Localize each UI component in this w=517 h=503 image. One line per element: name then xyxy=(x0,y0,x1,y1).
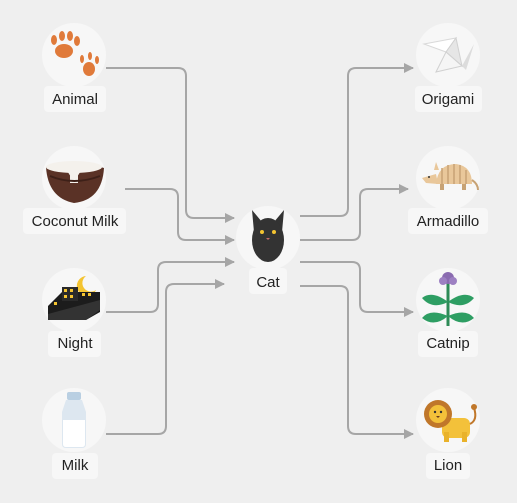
connector-coconut-milk-to-cat xyxy=(125,188,235,245)
connectors-in xyxy=(106,67,235,435)
armadillo-icon xyxy=(422,162,479,191)
node-origami-label-bg xyxy=(415,86,482,112)
node-coconut-milk-label: Coconut Milk xyxy=(32,213,119,230)
milk-bottle-icon xyxy=(62,392,86,448)
node-milk[interactable]: Milk xyxy=(42,388,106,479)
node-lion[interactable]: Lion xyxy=(416,388,480,479)
node-catnip[interactable]: Catnip xyxy=(416,268,480,357)
coconut-icon xyxy=(46,161,104,203)
night-city-icon xyxy=(48,276,100,320)
connector-cat-to-armadillo xyxy=(300,184,409,241)
catnip-plant-icon xyxy=(422,272,474,326)
node-animal-circle xyxy=(42,23,106,87)
node-animal-label: Animal xyxy=(52,91,98,108)
node-animal-label-bg xyxy=(44,86,106,112)
connector-animal-to-cat xyxy=(106,67,235,223)
node-catnip-label-bg xyxy=(418,331,478,357)
node-milk-label: Milk xyxy=(62,457,89,474)
connector-cat-to-origami xyxy=(300,63,414,217)
connector-milk-to-cat xyxy=(106,279,225,435)
node-armadillo[interactable]: Armadillo xyxy=(408,146,488,234)
origami-bird-icon xyxy=(422,36,474,73)
node-night-label: Night xyxy=(57,335,93,352)
node-coconut-milk-label-bg xyxy=(23,208,126,234)
node-origami-label: Origami xyxy=(422,91,475,108)
node-cat-label: Cat xyxy=(256,274,280,291)
node-lion-label: Lion xyxy=(434,457,462,474)
lion-icon xyxy=(424,400,477,442)
node-cat-label-bg xyxy=(249,268,287,294)
node-milk-label-bg xyxy=(52,453,98,479)
paw-prints-icon xyxy=(51,31,99,76)
node-lion-label-bg xyxy=(426,453,470,479)
node-night[interactable]: Night xyxy=(42,268,106,357)
connector-cat-to-catnip xyxy=(300,261,414,317)
node-origami[interactable]: Origami xyxy=(415,23,482,112)
cat-icon xyxy=(252,210,284,262)
connector-night-to-cat xyxy=(106,257,235,313)
connector-cat-to-lion xyxy=(300,285,414,439)
node-catnip-label: Catnip xyxy=(426,335,469,352)
connectors-out xyxy=(300,63,414,439)
node-night-label-bg xyxy=(48,331,101,357)
node-armadillo-label: Armadillo xyxy=(417,213,480,230)
node-coconut-milk[interactable]: Coconut Milk xyxy=(23,146,126,234)
node-armadillo-label-bg xyxy=(408,208,488,234)
node-cat[interactable]: Cat xyxy=(236,206,300,294)
node-animal[interactable]: Animal xyxy=(42,23,106,112)
